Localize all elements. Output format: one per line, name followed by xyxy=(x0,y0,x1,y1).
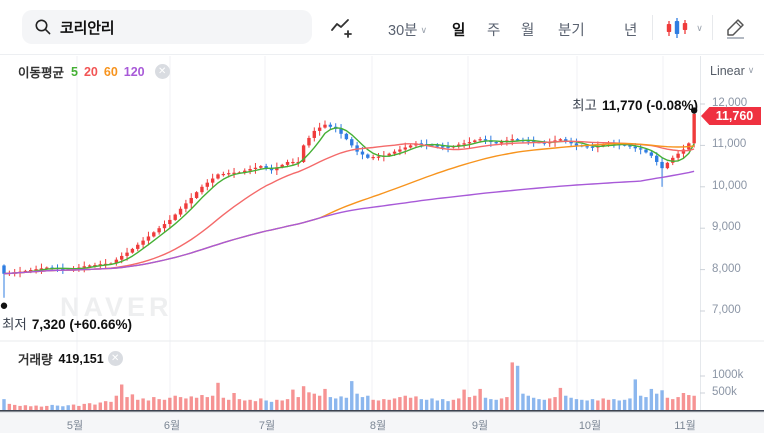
volume-tick-label: 1000k xyxy=(712,369,744,381)
low-point-dot xyxy=(0,302,8,309)
ma20-label: 20 xyxy=(83,64,98,79)
gridlines xyxy=(76,56,664,410)
price-tick-label: 8,000 xyxy=(712,262,741,275)
tab-day[interactable]: 일 xyxy=(452,23,466,39)
current-price-badge: 11,760 xyxy=(701,107,761,125)
naver-watermark: NAVER xyxy=(60,292,173,322)
month-label: 8월 xyxy=(369,420,387,432)
price-tick-label: 12,000 xyxy=(712,97,748,109)
ma60-line xyxy=(3,142,695,275)
month-label: 7월 xyxy=(258,420,276,432)
high-annotation: 최고 11,770 (-0.08%) xyxy=(572,94,698,114)
tab-quarter[interactable]: 분기 xyxy=(558,23,585,39)
price-tick-label: 9,000 xyxy=(712,221,741,234)
low-annotation: 최저 7,320 (+60.66%) xyxy=(2,313,132,333)
candlestick-icon xyxy=(667,18,688,38)
month-label: 5월 xyxy=(66,420,84,432)
volume-value: 419,151 xyxy=(58,351,104,366)
high-label: 최고 xyxy=(572,98,597,113)
month-label: 6월 xyxy=(163,420,181,432)
moving-average-legend: 이동평균 5 20 60 120 ✕ xyxy=(18,62,170,81)
scale-dropdown[interactable]: Linear ∨ xyxy=(710,64,755,78)
search-icon xyxy=(35,19,51,35)
time-axis-footer: 5월 6월 7월 8월 9월 10월 11월 xyxy=(0,412,764,433)
month-label: 11월 xyxy=(674,420,696,432)
toolbar-divider xyxy=(652,15,653,40)
chevron-down-icon: ∨ xyxy=(420,25,428,35)
high-point-dot xyxy=(690,107,698,114)
price-tick-label: 7,000 xyxy=(712,304,741,316)
draw-pencil-icon[interactable] xyxy=(722,15,748,41)
compare-line-chart-plus-icon[interactable] xyxy=(328,15,354,41)
low-value: 7,320 (+60.66%) xyxy=(31,317,133,332)
ma120-label: 120 xyxy=(123,64,145,79)
price-tick-label: 10,000 xyxy=(712,179,748,192)
chart-style-candlestick-dropdown[interactable]: ∨ xyxy=(664,15,704,41)
legend-title: 이동평균 xyxy=(18,66,65,80)
volume-close-icon[interactable]: ✕ xyxy=(107,351,123,366)
volume-tick-label: 500k xyxy=(712,386,737,398)
toolbar: 코리안리 30분 ∨ 일 주 월 분기 년 xyxy=(0,0,764,55)
toolbar-divider xyxy=(712,15,713,40)
volume-label: 거래량 xyxy=(18,353,53,367)
tab-week[interactable]: 주 xyxy=(487,23,501,39)
volume-bars-layer xyxy=(2,362,696,410)
volume-legend: 거래량 419,151 ✕ xyxy=(18,349,123,368)
ma60-label: 60 xyxy=(103,64,118,79)
month-label: 10월 xyxy=(578,420,602,432)
chevron-down-icon: ∨ xyxy=(747,65,755,75)
interval-dropdown-30min[interactable]: 30분 ∨ xyxy=(388,23,428,39)
ma5-line xyxy=(3,127,695,275)
ma20-line xyxy=(3,140,695,275)
search-input[interactable]: 코리안리 xyxy=(22,10,312,44)
tab-year[interactable]: 년 xyxy=(624,23,638,39)
ma5-label: 5 xyxy=(71,64,78,79)
low-label: 최저 xyxy=(2,317,27,332)
legend-close-icon[interactable]: ✕ xyxy=(154,64,170,79)
price-tick-label: 11,000 xyxy=(712,138,747,151)
high-value: 11,770 (-0.08%) xyxy=(601,98,698,113)
tab-month[interactable]: 월 xyxy=(521,23,535,39)
chevron-down-icon: ∨ xyxy=(696,22,703,33)
ma120-line xyxy=(3,170,695,275)
month-label: 9월 xyxy=(471,420,489,432)
search-value: 코리안리 xyxy=(60,19,115,37)
